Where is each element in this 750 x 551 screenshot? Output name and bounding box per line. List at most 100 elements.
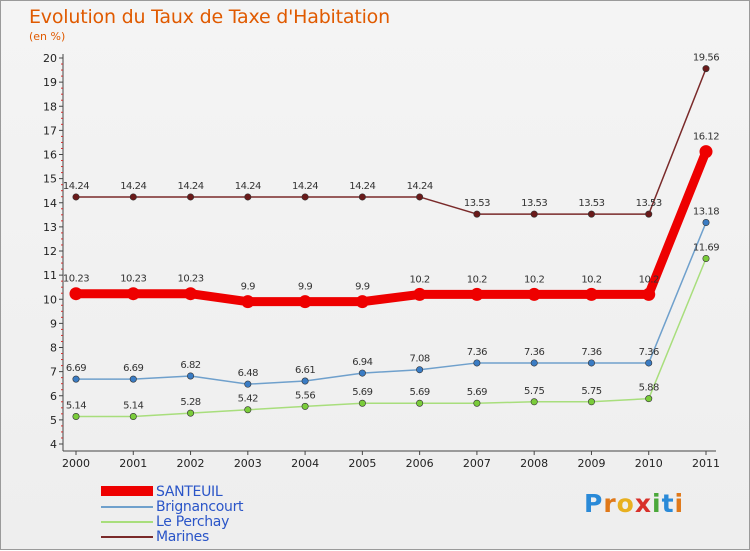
data-label-le-perchay: 5.14 — [123, 400, 143, 411]
series-line-santeuil — [71, 147, 711, 307]
data-label-brignancourt: 13.18 — [693, 207, 719, 218]
y-tick-label: 20 — [43, 52, 57, 65]
data-point-le-perchay — [473, 399, 481, 407]
data-point-le-perchay — [702, 254, 710, 262]
legend-label-le-perchay: Le Perchay — [156, 514, 230, 530]
data-label-brignancourt: 7.08 — [410, 354, 430, 365]
x-tick-label: 2009 — [577, 457, 605, 470]
x-tick-label: 2010 — [635, 457, 663, 470]
y-tick-label: 19 — [43, 76, 57, 89]
y-tick-label: 10 — [43, 293, 57, 306]
data-label-santeuil: 10.23 — [177, 274, 203, 285]
data-label-marines: 14.24 — [349, 181, 375, 192]
data-point-marines — [702, 65, 710, 73]
logo-letter: o — [616, 489, 635, 518]
data-point-le-perchay — [244, 406, 252, 414]
x-tick-label: 2008 — [520, 457, 548, 470]
x-tick-label: 2005 — [348, 457, 376, 470]
logo-letter: r — [603, 489, 617, 518]
data-point-brignancourt — [473, 359, 481, 367]
data-label-brignancourt: 6.69 — [66, 363, 86, 374]
data-point-le-perchay — [358, 399, 366, 407]
data-label-le-perchay: 5.56 — [295, 390, 315, 401]
y-tick-label: 4 — [50, 438, 57, 451]
data-point-marines — [72, 193, 80, 201]
data-label-le-perchay: 5.75 — [524, 386, 544, 397]
data-point-brignancourt — [702, 219, 710, 227]
series-line-brignancourt — [75, 221, 707, 385]
data-label-marines: 14.24 — [407, 181, 433, 192]
x-tick-label: 2000 — [62, 457, 90, 470]
data-point-le-perchay — [416, 399, 424, 407]
data-label-le-perchay: 11.69 — [693, 242, 719, 253]
x-tick-label: 2003 — [234, 457, 262, 470]
legend-label-marines: Marines — [156, 529, 209, 545]
y-tick-label: 8 — [50, 342, 57, 355]
data-point-le-perchay — [587, 398, 595, 406]
data-label-brignancourt: 6.94 — [352, 357, 372, 368]
data-label-le-perchay: 5.75 — [581, 386, 601, 397]
data-point-brignancourt — [358, 369, 366, 377]
data-label-santeuil: 9.9 — [298, 282, 313, 293]
y-tick-label: 12 — [43, 245, 57, 258]
data-label-marines: 14.24 — [292, 181, 318, 192]
proxiti-logo: Proxiti — [584, 489, 684, 518]
data-label-le-perchay: 5.14 — [66, 400, 86, 411]
data-point-le-perchay — [301, 402, 309, 410]
series-line-marines — [75, 67, 707, 215]
data-point-santeuil — [69, 287, 83, 301]
y-tick-label: 13 — [43, 221, 57, 234]
data-point-brignancourt — [416, 366, 424, 374]
data-label-brignancourt: 7.36 — [639, 347, 659, 358]
data-label-marines: 14.24 — [120, 181, 146, 192]
y-tick-label: 5 — [50, 414, 57, 427]
legend-label-brignancourt: Brignancourt — [156, 499, 244, 515]
data-point-le-perchay — [187, 409, 195, 417]
data-label-marines: 19.56 — [693, 53, 719, 64]
x-tick-label: 2006 — [406, 457, 434, 470]
x-tick-label: 2011 — [692, 457, 720, 470]
data-label-le-perchay: 5.42 — [238, 394, 258, 405]
data-label-brignancourt: 6.69 — [123, 363, 143, 374]
y-tick-label: 18 — [43, 100, 57, 113]
data-point-le-perchay — [530, 398, 538, 406]
data-point-brignancourt — [530, 359, 538, 367]
logo-letter: t — [661, 489, 675, 518]
y-tick-label: 17 — [43, 124, 57, 137]
legend-swatch-santeuil — [101, 486, 153, 496]
legend-swatch-marines — [101, 536, 153, 538]
data-label-santeuil: 16.12 — [693, 132, 719, 143]
data-point-marines — [416, 193, 424, 201]
y-tick-label: 15 — [43, 173, 57, 186]
data-label-le-perchay: 5.69 — [467, 387, 487, 398]
data-point-santeuil — [184, 287, 198, 301]
y-tick-label: 7 — [50, 366, 57, 379]
data-label-santeuil: 9.9 — [241, 282, 256, 293]
data-label-brignancourt: 7.36 — [581, 347, 601, 358]
data-label-brignancourt: 6.82 — [180, 360, 200, 371]
data-point-marines — [530, 210, 538, 218]
legend-swatch-brignancourt — [101, 506, 153, 508]
data-label-le-perchay: 5.88 — [639, 383, 659, 394]
y-tick-label: 11 — [43, 269, 57, 282]
data-label-marines: 13.53 — [578, 198, 604, 209]
legend-label-santeuil: SANTEUIL — [156, 484, 223, 500]
data-point-santeuil — [584, 287, 598, 301]
data-point-santeuil — [527, 287, 541, 301]
data-label-santeuil: 10.2 — [467, 274, 487, 285]
data-point-marines — [358, 193, 366, 201]
data-point-brignancourt — [645, 359, 653, 367]
legend-swatch-le-perchay — [101, 521, 153, 523]
data-point-marines — [301, 193, 309, 201]
data-point-santeuil — [355, 295, 369, 309]
data-label-santeuil: 10.23 — [120, 274, 146, 285]
data-label-santeuil: 10.2 — [410, 274, 430, 285]
data-label-brignancourt: 6.61 — [295, 365, 315, 376]
data-point-marines — [587, 210, 595, 218]
x-tick-label: 2004 — [291, 457, 319, 470]
data-point-brignancourt — [129, 375, 137, 383]
data-point-santeuil — [413, 287, 427, 301]
data-point-brignancourt — [187, 372, 195, 380]
